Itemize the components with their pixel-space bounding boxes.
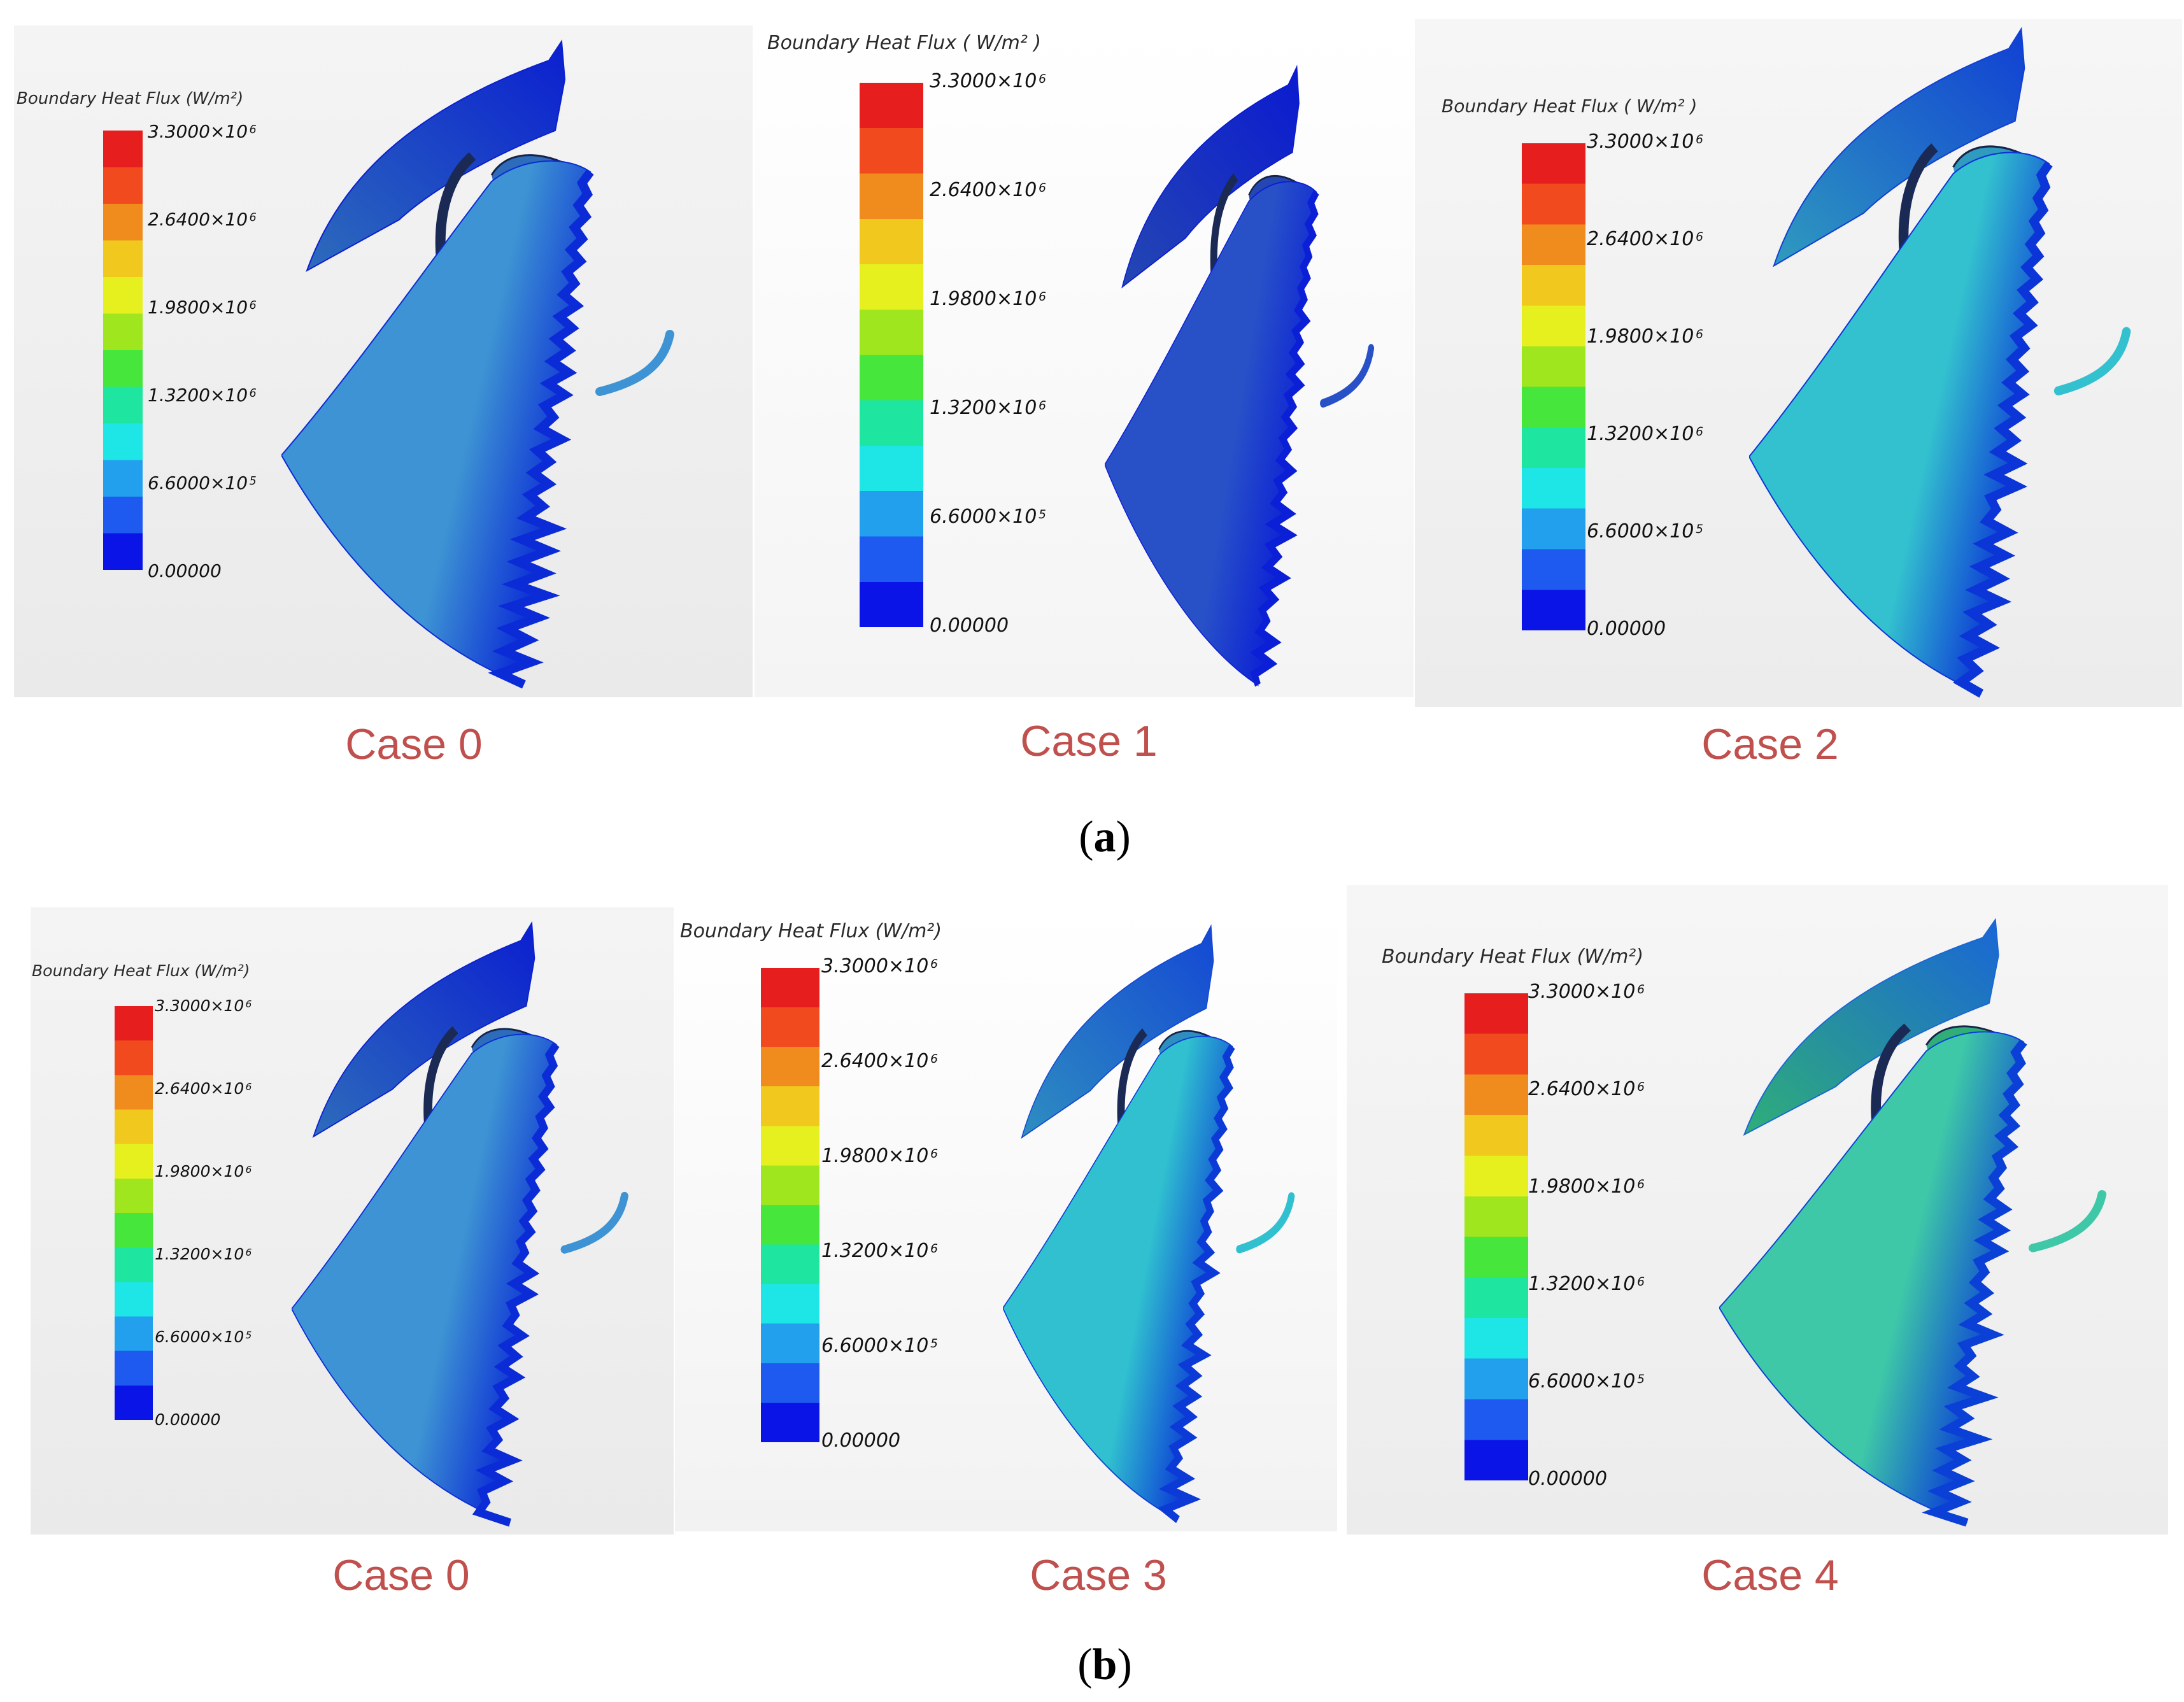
- colorbar-tick-label: 6.6000×10 5: [930, 506, 1046, 528]
- colorbar-tick-label: 1.3200×10 6: [821, 1240, 938, 1262]
- cap-sheet: [1021, 924, 1214, 1139]
- wedge-fringe: [472, 1042, 560, 1527]
- colorbar-tick-label: 0.00000: [148, 560, 222, 581]
- heat-flux-geometry: [292, 921, 628, 1527]
- case-label-b3: Case 4: [1701, 1551, 1839, 1599]
- colorbar-tick-label: 6.6000×10 5: [148, 472, 257, 493]
- colorbar-tick-label: 6.6000×10 5: [821, 1335, 938, 1357]
- colorbar-tick-label: 1.3200×10 6: [155, 1245, 252, 1263]
- legend-title: Boundary Heat Flux ( W/m² ): [1442, 96, 1698, 117]
- case-label-b2: Case 3: [1030, 1551, 1167, 1599]
- colorbar-tick-label: 1.3200×10 6: [148, 385, 257, 406]
- legend-title: Boundary Heat Flux (W/m²): [32, 961, 250, 980]
- colorbar-tick-label: 0.00000: [1587, 618, 1666, 640]
- legend-title: Boundary Heat Flux (W/m²): [1382, 946, 1644, 968]
- panel-b2: Boundary Heat Flux (W/m²) 3.3000×10 6 2.64…: [675, 904, 1337, 1531]
- colorbar-tick-label: 2.6400×10 6: [930, 179, 1046, 201]
- cap-sheet: [312, 921, 535, 1138]
- colorbar-tick-label: 3.3000×10 6: [1587, 131, 1703, 153]
- legend-title: Boundary Heat Flux (W/m²): [17, 89, 244, 108]
- wedge-fringe: [1250, 189, 1319, 687]
- side-arc: [1320, 344, 1375, 408]
- panel-b1: Boundary Heat Flux (W/m²) 3.3000×10 6 2.64…: [31, 907, 674, 1535]
- colorbar-tick-label: 1.3200×10 6: [930, 397, 1046, 419]
- wedge-fringe: [1953, 160, 2053, 698]
- panel-a3: Boundary Heat Flux ( W/m² ) 3.3000×10 6 2.…: [1415, 19, 2182, 707]
- colorbar-tick-label: 3.3000×10 6: [930, 70, 1046, 92]
- cap-sheet: [1121, 64, 1300, 288]
- colorbar-tick-label: 1.9800×10 6: [1528, 1175, 1645, 1198]
- colorbar: [860, 83, 923, 627]
- heat-flux-geometry: [1749, 27, 2131, 698]
- colorbar-tick-label: 2.6400×10 6: [1587, 228, 1703, 250]
- cap-sheet: [1773, 27, 2025, 267]
- panel-a2: Boundary Heat Flux ( W/m² ) 3.3000×10 6 2.…: [755, 25, 1414, 697]
- cap-sheet: [306, 39, 566, 273]
- colorbar-tick-label: 6.6000×10 5: [155, 1328, 252, 1346]
- legend-title: Boundary Heat Flux (W/m²): [680, 920, 942, 942]
- heat-flux-geometry: [1003, 924, 1295, 1523]
- colorbar: [1522, 143, 1585, 630]
- colorbar-tick-label: 1.3200×10 6: [1587, 423, 1703, 445]
- legend-title: Boundary Heat Flux ( W/m² ): [767, 32, 1042, 54]
- colorbar-tick-label: 3.3000×10 6: [821, 955, 938, 977]
- cap-sheet: [1743, 918, 1999, 1136]
- colorbar-tick-label: 1.9800×10 6: [930, 288, 1046, 310]
- case-label-a3: Case 2: [1701, 720, 1839, 769]
- colorbar: [103, 131, 143, 570]
- side-arc: [1236, 1192, 1295, 1254]
- case-label-a2: Case 1: [1020, 717, 1158, 765]
- colorbar-tick-label: 6.6000×10 5: [1587, 520, 1703, 543]
- colorbar-tick-label: 3.3000×10 6: [1528, 981, 1645, 1003]
- side-arc: [595, 330, 674, 396]
- subfigure-label-a: (a): [1079, 812, 1131, 862]
- wedge-fringe: [488, 169, 594, 689]
- colorbar-tick-label: 2.6400×10 6: [148, 209, 257, 230]
- wedge-fringe: [1922, 1039, 2027, 1527]
- colorbar-tick-label: 6.6000×10 5: [1528, 1370, 1645, 1393]
- heat-flux-geometry: [1105, 64, 1375, 687]
- colorbar-tick-label: 1.3200×10 6: [1528, 1273, 1645, 1295]
- colorbar-tick-label: 2.6400×10 6: [1528, 1078, 1645, 1100]
- colorbar-tick-label: 1.9800×10 6: [155, 1162, 252, 1181]
- wedge-fringe: [1157, 1044, 1235, 1523]
- heat-flux-geometry: [281, 39, 674, 689]
- side-arc: [2028, 1190, 2107, 1252]
- panel-b3: Boundary Heat Flux (W/m²) 3.3000×10 6 2.64…: [1347, 885, 2168, 1535]
- colorbar-tick-label: 1.9800×10 6: [148, 297, 257, 318]
- case-label-b1: Case 0: [332, 1551, 470, 1599]
- colorbar-tick-label: 2.6400×10 6: [155, 1079, 252, 1098]
- colorbar-tick-label: 3.3000×10 6: [155, 996, 252, 1015]
- side-arc: [560, 1191, 628, 1254]
- colorbar-tick-label: 1.9800×10 6: [821, 1145, 938, 1167]
- colorbar-tick-label: 0.00000: [155, 1410, 221, 1429]
- case-label-a1: Case 0: [345, 720, 483, 769]
- subfigure-label-b: (b): [1077, 1640, 1132, 1689]
- colorbar-tick-label: 0.00000: [930, 614, 1009, 637]
- colorbar-tick-label: 3.3000×10 6: [148, 121, 257, 142]
- colorbar-tick-label: 1.9800×10 6: [1587, 325, 1703, 348]
- side-arc: [2053, 327, 2131, 396]
- panel-a1: Boundary Heat Flux (W/m²) 3.3000×10 6 2.64…: [14, 25, 753, 697]
- colorbar-tick-label: 0.00000: [1528, 1468, 1608, 1490]
- colorbar: [761, 968, 819, 1442]
- colorbar: [115, 1006, 153, 1420]
- colorbar-tick-label: 2.6400×10 6: [821, 1050, 938, 1072]
- colorbar: [1464, 993, 1528, 1480]
- colorbar-tick-label: 0.00000: [821, 1429, 901, 1452]
- heat-flux-geometry: [1719, 918, 2107, 1527]
